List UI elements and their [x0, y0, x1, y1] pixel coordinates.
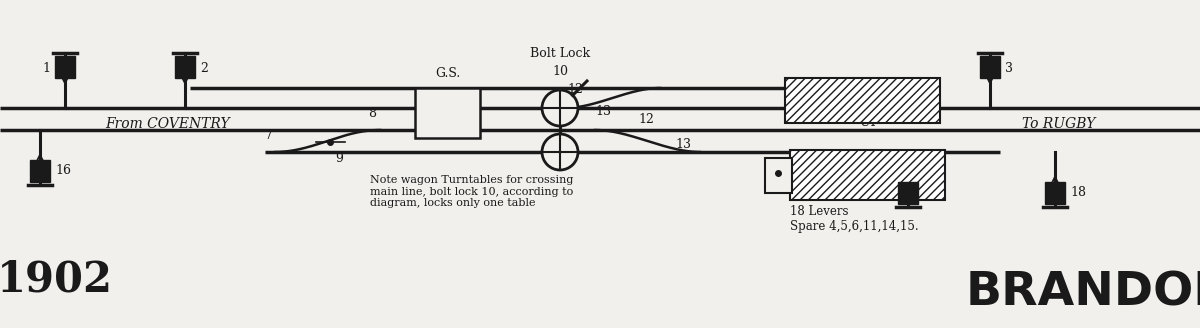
Text: 18 Levers
Spare 4,5,6,11,14,15.: 18 Levers Spare 4,5,6,11,14,15.	[790, 205, 919, 233]
Bar	[980, 56, 1000, 78]
Circle shape	[542, 134, 578, 170]
Text: 2: 2	[200, 62, 208, 74]
Text: ← DOWN: ← DOWN	[845, 112, 904, 125]
Text: BRANDON: BRANDON	[966, 270, 1200, 315]
Text: Bolt Lock: Bolt Lock	[530, 47, 590, 60]
Text: 1: 1	[42, 62, 50, 74]
Bar	[55, 56, 74, 78]
Text: 17: 17	[923, 186, 938, 198]
Bar	[1045, 182, 1066, 204]
Text: 9: 9	[335, 152, 343, 165]
Text: 10: 10	[552, 65, 568, 78]
Circle shape	[542, 90, 578, 126]
Text: 13: 13	[674, 138, 691, 151]
Text: 13: 13	[595, 105, 611, 118]
Bar	[785, 78, 940, 123]
Text: 16: 16	[55, 163, 71, 176]
Bar	[898, 182, 918, 204]
Text: 3: 3	[1006, 62, 1013, 74]
Text: 8: 8	[368, 107, 376, 120]
Text: G.S.: G.S.	[434, 67, 460, 80]
Text: 7: 7	[265, 129, 272, 142]
Text: 12: 12	[638, 113, 654, 126]
Bar	[30, 160, 50, 182]
Text: 1902: 1902	[0, 258, 113, 300]
Bar	[415, 88, 480, 138]
Text: Note wagon Turntables for crossing
main line, bolt lock 10, according to
diagram: Note wagon Turntables for crossing main …	[370, 175, 574, 208]
Text: UP →: UP →	[860, 116, 894, 129]
Text: To RUGBY: To RUGBY	[1021, 117, 1096, 131]
Text: From COVENTRY: From COVENTRY	[106, 117, 229, 131]
Text: 12: 12	[568, 83, 583, 96]
Bar	[175, 56, 194, 78]
Text: 18: 18	[1070, 186, 1086, 198]
Bar	[766, 158, 792, 193]
Bar	[790, 150, 946, 200]
